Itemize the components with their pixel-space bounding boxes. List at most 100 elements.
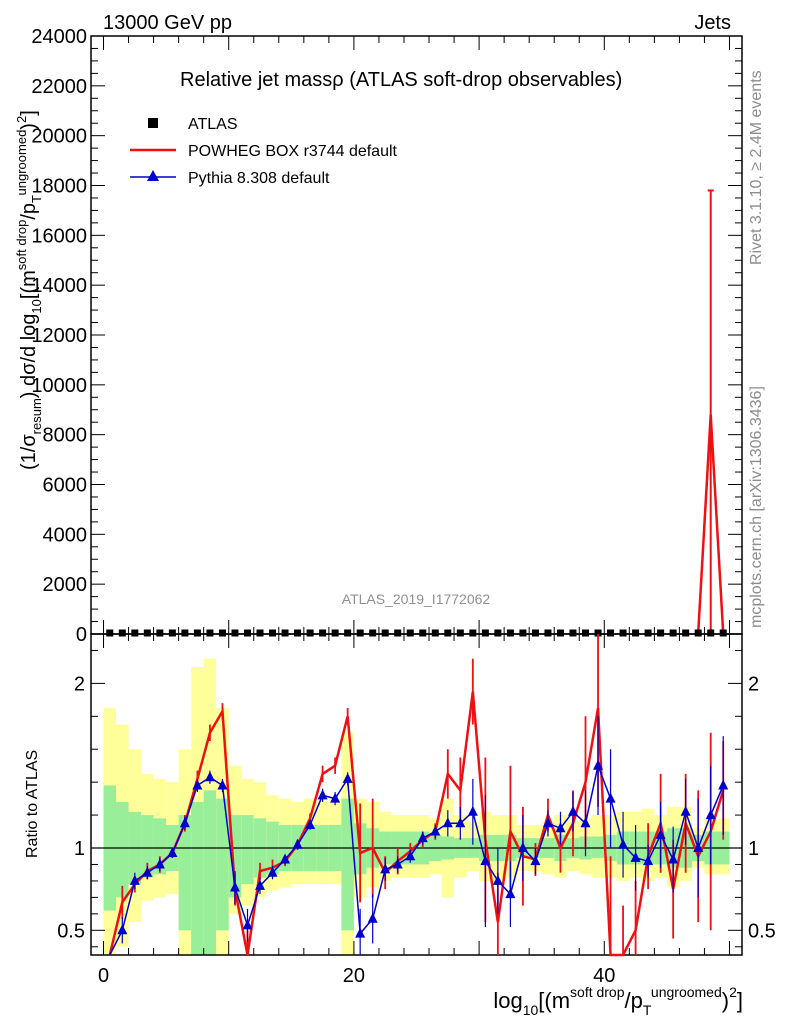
pythia-ratio-point xyxy=(267,866,278,877)
atlas-point xyxy=(331,629,339,637)
main-axes: 0 2000 4000 6000 8000 10000 12000 14000 16000 180… xyxy=(31,26,743,646)
main-y-tick-label: 10000 xyxy=(31,375,87,397)
main-y-tick-label: 8000 xyxy=(43,425,88,447)
atlas-point xyxy=(456,629,464,637)
pythia-ratio-point xyxy=(467,805,478,816)
atlas-point xyxy=(394,629,402,637)
pythia-ratio-point xyxy=(455,817,466,828)
atlas-point xyxy=(156,629,164,637)
atlas-point xyxy=(544,629,552,637)
atlas-point xyxy=(256,629,264,637)
y-axis-label: (1/σresum) dσ/d log10[(msoft drop/pTungr… xyxy=(14,110,44,470)
pythia-ratio-point xyxy=(380,863,391,874)
pythia-ratio-point xyxy=(129,874,140,885)
atlas-point xyxy=(319,629,327,637)
pythia-ratio-point xyxy=(317,789,328,800)
main-y-tick-label: 16000 xyxy=(31,225,87,247)
atlas-point xyxy=(131,629,139,637)
main-y-tick-label: 12000 xyxy=(31,325,87,347)
pythia-ratio-point xyxy=(605,792,616,803)
pythia-ratio-point xyxy=(367,912,378,923)
ratio-band-inner xyxy=(178,815,192,931)
atlas-point xyxy=(694,629,702,637)
pythia-ratio-point xyxy=(680,805,691,816)
atlas-point xyxy=(181,629,189,637)
ratio-y-tick-label: 1 xyxy=(74,838,85,860)
ratio-y-label: Ratio to ATLAS xyxy=(24,750,41,858)
pythia-ratio-point xyxy=(342,772,353,783)
atlas-point xyxy=(669,629,677,637)
pythia-ratio-point xyxy=(505,888,516,899)
atlas-point xyxy=(143,629,151,637)
atlas-point xyxy=(481,629,489,637)
atlas-point xyxy=(719,629,727,637)
atlas-point xyxy=(306,629,314,637)
pythia-ratio-point xyxy=(643,855,654,866)
atlas-point xyxy=(369,629,377,637)
pythia-ratio-point xyxy=(255,879,266,890)
atlas-point xyxy=(619,629,627,637)
pythia-ratio-point xyxy=(154,858,165,869)
pythia-ratio-point xyxy=(192,779,203,790)
main-y-tick-label: 20000 xyxy=(31,126,87,148)
pythia-ratio-point xyxy=(442,817,453,828)
rivet-label: Rivet 3.1.10, ≥ 2.4M events xyxy=(748,70,765,265)
atlas-point xyxy=(218,629,226,637)
pythia-ratio-point xyxy=(530,855,541,866)
main-y-tick-label: 6000 xyxy=(43,475,88,497)
ratio-band-inner xyxy=(216,798,229,931)
atlas-point xyxy=(657,629,665,637)
pythia-ratio-point xyxy=(167,846,178,857)
ratio-y-tick-label: 1 xyxy=(748,838,759,860)
legend: ATLAS POWHEG BOX r3744 default Pythia 8.… xyxy=(130,116,398,187)
watermark: ATLAS_2019_I1772062 xyxy=(342,591,491,607)
atlas-point xyxy=(168,629,176,637)
main-y-tick-label: 14000 xyxy=(31,275,87,297)
legend-atlas: ATLAS xyxy=(188,116,238,133)
pythia-ratio-point xyxy=(555,822,566,833)
atlas-point xyxy=(344,629,352,637)
pythia-ratio-point xyxy=(580,817,591,828)
pythia-ratio-point xyxy=(618,838,629,849)
atlas-point xyxy=(243,629,251,637)
atlas-point xyxy=(707,629,715,637)
ratio-y-tick-label: 2 xyxy=(748,673,759,695)
ratio-band-inner xyxy=(241,815,254,885)
atlas-point xyxy=(406,629,414,637)
ratio-y-tick-label: 0.5 xyxy=(57,920,85,942)
pythia-ratio-point xyxy=(492,874,503,885)
main-series xyxy=(106,189,727,637)
pythia-ratio-point xyxy=(630,851,641,862)
atlas-point xyxy=(682,629,690,637)
atlas-point xyxy=(519,629,527,637)
atlas-point xyxy=(118,629,126,637)
ratio-series xyxy=(108,634,729,957)
x-tick-label: 40 xyxy=(593,965,615,987)
pythia-ratio-point xyxy=(718,779,729,790)
main-y-tick-label: 18000 xyxy=(31,176,87,198)
atlas-point xyxy=(193,629,201,637)
pythia-ratio-point xyxy=(480,855,491,866)
atlas-point xyxy=(419,629,427,637)
pythia-ratio-point xyxy=(280,853,291,864)
atlas-point xyxy=(106,629,114,637)
legend-pythia-marker xyxy=(147,170,159,181)
ratio-y-tick-label: 0.5 xyxy=(748,920,776,942)
ratio-band-inner xyxy=(341,798,354,931)
atlas-point xyxy=(469,629,477,637)
atlas-point xyxy=(644,629,652,637)
atlas-point xyxy=(294,629,302,637)
x-axis-label: log10[(msoft drop/pTungroomed)2] xyxy=(493,984,743,1018)
main-y-tick-label: 24000 xyxy=(31,26,87,48)
pythia-ratio-point xyxy=(242,919,253,930)
chart-title: Relative jet massρ (ATLAS soft-drop obse… xyxy=(180,69,622,91)
atlas-point xyxy=(531,629,539,637)
pythia-ratio-point xyxy=(229,881,240,892)
pythia-ratio-point xyxy=(355,927,366,938)
x-tick-label: 20 xyxy=(343,965,365,987)
pythia-ratio-point xyxy=(668,853,679,864)
pythia-ratio-point xyxy=(542,817,553,828)
ratio-band-inner xyxy=(141,815,154,878)
atlas-point xyxy=(431,629,439,637)
